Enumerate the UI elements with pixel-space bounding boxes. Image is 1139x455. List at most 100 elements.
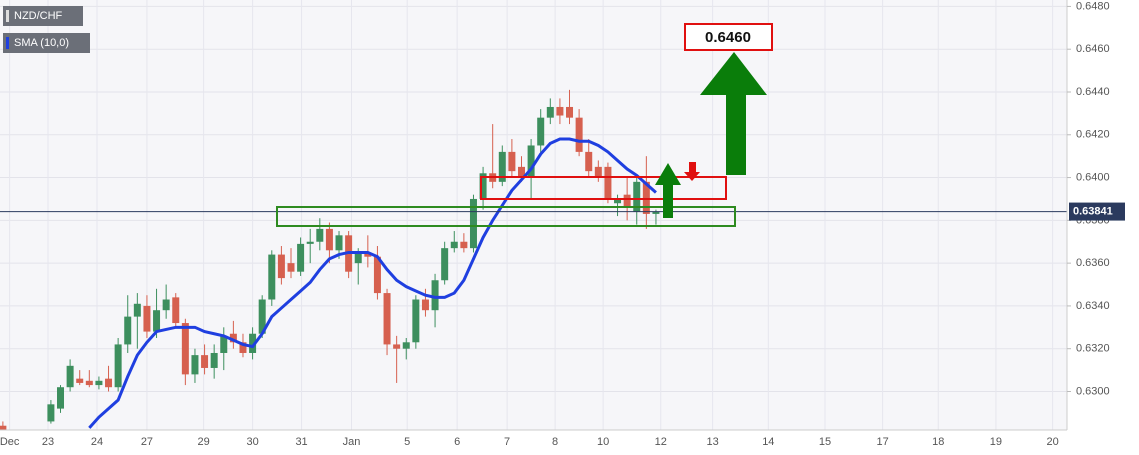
x-tick-label: 15 — [819, 436, 831, 448]
x-tick-label: 14 — [762, 436, 774, 448]
sma-line — [88, 137, 657, 429]
candle-body — [412, 299, 420, 343]
x-tick-label: 19 — [990, 436, 1002, 448]
candle-body — [133, 303, 141, 317]
x-tick-label: 13 — [706, 436, 718, 448]
candle-body — [258, 299, 266, 334]
y-tick-label: 0.6300 — [1076, 385, 1110, 397]
candle-body — [517, 166, 525, 178]
candle-body — [364, 252, 372, 257]
candle-body — [575, 117, 583, 152]
candle-body — [431, 280, 439, 311]
candle-body — [268, 254, 276, 300]
candle-body — [249, 333, 257, 353]
candle-body — [124, 316, 132, 345]
x-tick-label: 12 — [655, 436, 667, 448]
y-tick-label: 0.6460 — [1076, 43, 1110, 55]
candle-body — [498, 151, 506, 182]
candle-body — [95, 380, 103, 386]
x-tick-label: 18 — [932, 436, 944, 448]
x-tick-label: Dec — [0, 436, 20, 448]
x-tick-label: 31 — [295, 436, 307, 448]
candle-body — [210, 352, 218, 368]
y-tick-label: 0.6440 — [1076, 86, 1110, 98]
candle-body — [220, 335, 228, 353]
marks — [0, 89, 1067, 430]
candle-body — [614, 198, 622, 204]
candle-body — [239, 342, 247, 353]
axes: 0.63000.63200.63400.63600.63800.64000.64… — [0, 0, 1125, 448]
candle-body — [143, 305, 151, 332]
candle-body — [172, 297, 180, 324]
down-arrow — [684, 162, 700, 181]
candle-body — [162, 299, 170, 311]
candle-body — [441, 248, 449, 281]
candle-body — [354, 252, 362, 264]
candle-body — [297, 243, 305, 272]
candle-body — [316, 228, 324, 242]
x-tick-label: 7 — [504, 436, 510, 448]
legend-marker — [6, 37, 9, 49]
candle-body — [604, 166, 612, 199]
candle-body — [652, 211, 660, 214]
legend-item — [3, 33, 90, 53]
x-tick-label: 17 — [876, 436, 888, 448]
x-tick-label: 27 — [141, 436, 153, 448]
last-price-box — [1069, 202, 1125, 221]
candle-body — [546, 106, 554, 118]
candle-body — [306, 241, 314, 244]
candle-body — [85, 380, 93, 386]
candles — [0, 89, 660, 430]
candle-body — [105, 378, 113, 388]
candle-body — [325, 228, 333, 251]
candle-body — [556, 106, 564, 116]
candle-body — [479, 173, 487, 199]
candle-body — [191, 355, 199, 375]
candle-body — [57, 387, 65, 409]
up-arrow — [655, 163, 681, 218]
x-tick-label: 24 — [91, 436, 103, 448]
candle-body — [66, 365, 74, 388]
y-tick-label: 0.6360 — [1076, 257, 1110, 269]
x-tick-label: 30 — [246, 436, 258, 448]
candle-body — [537, 117, 545, 146]
candle-body — [287, 263, 295, 272]
support-zone — [276, 206, 736, 227]
x-tick-label: 8 — [552, 436, 558, 448]
candle-body — [373, 256, 381, 294]
candle-body — [402, 342, 410, 349]
x-tick-label: 23 — [42, 436, 54, 448]
candle-body — [421, 299, 429, 311]
plot-background — [0, 0, 1067, 430]
x-tick-label: 5 — [404, 436, 410, 448]
target-box — [684, 23, 773, 51]
candle-body — [277, 254, 285, 279]
legend: NZD/CHF SMA (10,0) — [3, 6, 90, 53]
candle-body — [585, 151, 593, 172]
candle-body — [642, 181, 650, 214]
candle-body — [566, 106, 574, 118]
legend-label: NZD/CHF — [14, 10, 63, 22]
candle-body — [508, 151, 516, 172]
candle-body — [181, 323, 189, 375]
legend-label: SMA (10,0) — [14, 37, 69, 49]
y-tick-label: 0.6320 — [1076, 343, 1110, 355]
candle-body — [229, 333, 237, 343]
legend-marker — [6, 10, 9, 22]
target-label: 0.6460 — [705, 29, 751, 46]
candle-body — [383, 293, 391, 345]
x-tick-label: 6 — [454, 436, 460, 448]
annotations: 0.6460 — [276, 23, 773, 227]
candle-body — [201, 355, 209, 368]
x-tick-label: 10 — [597, 436, 609, 448]
candle-body — [0, 425, 7, 430]
y-tick-label: 0.6400 — [1076, 171, 1110, 183]
legend-item — [3, 6, 83, 26]
candle-body — [114, 344, 122, 388]
candle-body — [623, 194, 631, 208]
y-tick-label: 0.6480 — [1076, 0, 1110, 12]
x-tick-label: 20 — [1046, 436, 1058, 448]
candle-body — [633, 181, 641, 212]
